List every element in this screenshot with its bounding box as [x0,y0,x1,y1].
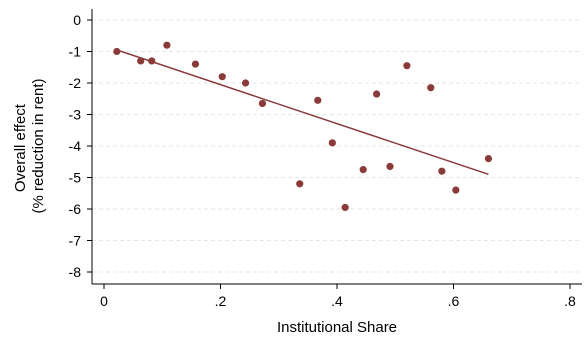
data-point [191,60,200,68]
tick-labels: 0 -1 -2 -3 -4 -5 -6 -7 -8 0 .2 .4 .6 .8 [69,12,576,309]
data-point [148,57,156,65]
data-point [386,162,394,171]
x-axis-label: Institutional Share [277,319,397,336]
data-point [328,139,336,147]
data-point [438,167,446,175]
x-tick-label: .6 [448,293,460,309]
y-tick-label: -6 [69,201,82,217]
y-tick-label: -3 [69,107,82,123]
y-tick-label: -5 [69,170,82,186]
y-axis-label-line-1: Overall effect [12,103,29,192]
y-tick-label: -2 [69,75,82,91]
data-marks [113,41,493,212]
data-point [452,186,460,194]
y-tick-label: -8 [69,264,82,280]
y-tick-label: -4 [69,138,82,154]
y-tick-label: 0 [73,12,81,28]
y-axis-label-line-2: (% reduction in rent) [30,78,47,213]
data-point [484,155,493,163]
fit-line [116,49,489,176]
x-tick-label: .4 [331,293,343,309]
data-point [163,41,171,49]
data-point [137,57,145,65]
data-point [314,96,322,104]
data-point [258,99,267,108]
data-point [373,90,381,98]
axes [87,9,582,289]
x-tick-label: 0 [100,293,108,309]
gridlines [92,19,582,273]
data-point [241,79,250,87]
y-tick-label: -7 [69,233,82,249]
data-point [113,47,121,56]
data-point [403,62,411,70]
y-tick-label: -1 [69,44,82,60]
x-tick-label: .2 [215,293,227,309]
data-point [359,166,367,174]
data-point [427,84,435,92]
y-axis-label: Overall effect (% reduction in rent) [12,78,47,213]
data-point [296,180,304,188]
x-tick-label: .8 [564,293,576,309]
data-point [341,203,349,212]
data-point [218,73,226,81]
